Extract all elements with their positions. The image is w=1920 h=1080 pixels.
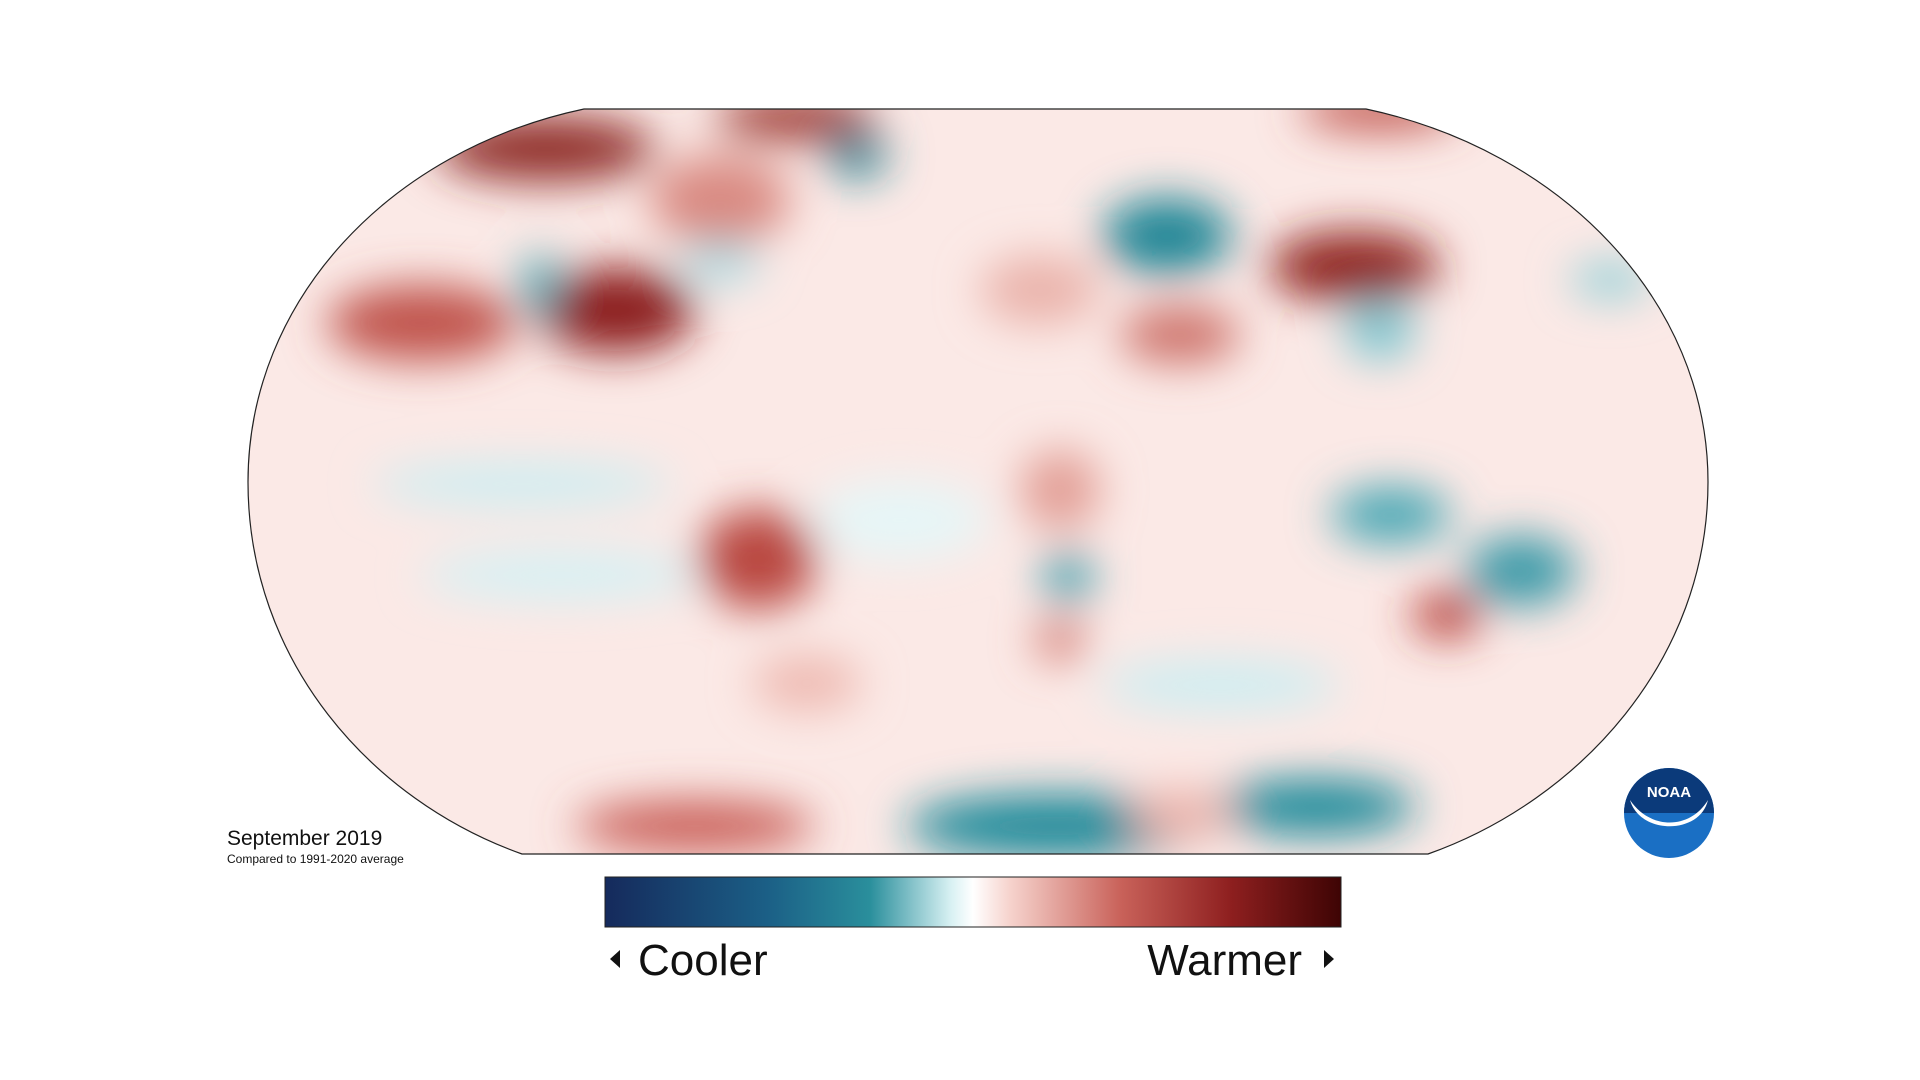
anomaly-region (1300, 109, 1460, 130)
logo-bird (1630, 800, 1708, 827)
anomaly-field (327, 109, 1650, 854)
anomaly-region (1102, 198, 1232, 274)
anomaly-region (1345, 300, 1415, 360)
anomaly-region (1216, 779, 1416, 835)
anomaly-region (1035, 620, 1085, 660)
anomaly-region (715, 109, 875, 140)
legend-low-label: Cooler (638, 936, 768, 985)
anomaly-region (1269, 232, 1439, 302)
anomaly-region (1412, 593, 1482, 637)
anomaly-region (827, 133, 887, 177)
logo-text: NOAA (1647, 784, 1691, 801)
anomaly-region (1100, 660, 1340, 710)
color-bar (604, 876, 1342, 928)
anomaly-region (1130, 790, 1230, 840)
legend-high-label: Warmer (1147, 936, 1302, 985)
noaa-logo: NOAA (1624, 768, 1714, 858)
anomaly-region (752, 655, 862, 711)
anomaly-region (810, 480, 990, 560)
anomaly-region (680, 242, 760, 282)
anomaly-region (520, 255, 560, 315)
anomaly-region (1331, 487, 1451, 543)
anomaly-region (535, 268, 695, 352)
anomaly-region (575, 801, 815, 851)
map-title: September 2019 (227, 827, 382, 850)
anomaly-region (420, 550, 700, 600)
anomaly-region (980, 255, 1100, 325)
anomaly-region (650, 155, 790, 245)
anomaly-region (372, 462, 672, 506)
anomaly-region (698, 509, 818, 609)
anomaly-region (1043, 552, 1093, 602)
anomaly-region (1120, 307, 1240, 363)
arrow-left (610, 950, 620, 968)
arrow-right (1324, 950, 1334, 968)
map-subtitle: Compared to 1991-2020 average (227, 852, 404, 866)
anomaly-region (1570, 262, 1650, 298)
anomaly-region (327, 285, 517, 361)
anomaly-region (1020, 450, 1100, 530)
map-area (248, 109, 1708, 854)
anomaly-region (906, 794, 1206, 854)
map-border (247, 108, 1709, 855)
anomaly-region (1466, 536, 1576, 606)
logo-top (1624, 768, 1714, 813)
